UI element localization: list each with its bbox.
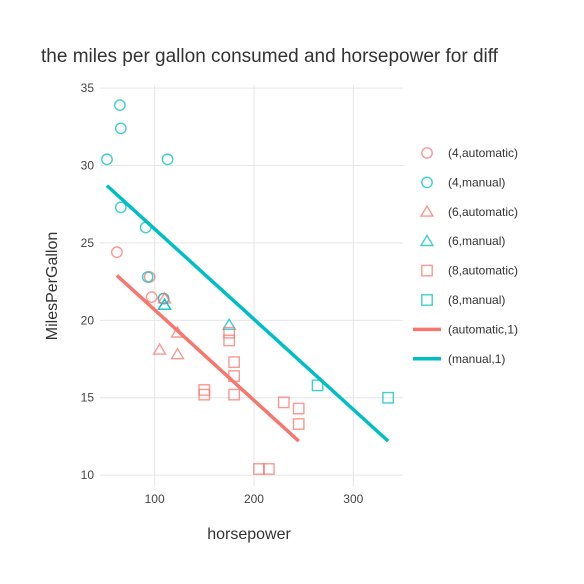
legend-circle-swatch (421, 147, 433, 159)
legend-label: (automatic,1) (448, 322, 518, 336)
square-point (277, 396, 290, 409)
legend-label: (8,automatic) (448, 264, 518, 278)
circle-point (145, 291, 158, 304)
x-axis-label: horsepower (207, 526, 291, 543)
square-point (292, 418, 305, 430)
regression-line-automatic-1 (115, 274, 300, 443)
y-tick-label: 35 (81, 81, 95, 95)
y-tick-label: 30 (81, 159, 95, 173)
circle-point (141, 271, 154, 283)
legend-item-8-manual[interactable]: (8,manual) (421, 293, 506, 307)
square-point (228, 356, 241, 369)
square-point (228, 370, 241, 382)
square-point (311, 379, 324, 392)
regression-line-manual-1 (105, 184, 390, 443)
square-point (382, 391, 394, 404)
y-tick-label: 10 (81, 468, 95, 482)
y-tick-label: 25 (81, 236, 95, 250)
circle-point (114, 201, 127, 214)
legend-label: (manual,1) (448, 352, 505, 366)
legend-label: (4,manual) (448, 175, 505, 189)
circle-point (161, 153, 174, 166)
square-point (198, 388, 211, 401)
x-tick-label: 200 (244, 492, 264, 506)
legend-item-automatic-1[interactable]: (automatic,1) (413, 322, 518, 336)
circle-point (113, 99, 126, 112)
legend-item-6-automatic[interactable]: (6,automatic) (419, 204, 518, 219)
legend-square-swatch (421, 264, 433, 277)
regression-lines (105, 184, 390, 443)
legend-item-manual-1[interactable]: (manual,1) (413, 352, 505, 366)
legend-label: (6,manual) (448, 234, 505, 248)
triangle-point (221, 317, 237, 330)
legend-square-swatch (421, 294, 433, 306)
x-tick-label: 300 (343, 492, 363, 506)
triangle-point (157, 297, 172, 310)
square-point (262, 463, 275, 475)
y-tick-label: 15 (81, 391, 95, 405)
square-point (292, 402, 305, 415)
square-point (228, 388, 241, 401)
triangle-point (170, 347, 185, 360)
grid (100, 85, 403, 486)
legend-item-4-manual[interactable]: (4,manual) (421, 175, 506, 189)
legend-circle-swatch (421, 176, 433, 189)
axis-ticks: 100 200 300 10 15 20 25 30 35 (81, 81, 364, 506)
square-point (253, 463, 265, 475)
legend-label: (8,manual) (448, 293, 505, 307)
square-point (223, 334, 236, 347)
circle-point (101, 153, 113, 166)
legend-item-4-automatic[interactable]: (4,automatic) (421, 146, 518, 160)
circle-point (110, 246, 123, 259)
triangle-point (152, 342, 167, 355)
circle-point (114, 122, 127, 135)
triangle-point (157, 291, 172, 304)
legend-triangle-swatch (419, 204, 435, 217)
square-point (223, 326, 236, 339)
legend: (4,automatic) (4,manual) (6,automatic) (6,m… (413, 146, 518, 366)
legend-item-8-automatic[interactable]: (8,automatic) (421, 264, 518, 278)
legend-label: (6,automatic) (448, 205, 518, 219)
legend-triangle-swatch (419, 234, 435, 247)
x-tick-label: 100 (145, 492, 165, 506)
data-points (101, 99, 394, 475)
y-axis-label: MilesPerGallon (44, 232, 61, 340)
legend-label: (4,automatic) (448, 146, 518, 160)
triangle-point (170, 325, 185, 338)
circle-point (139, 221, 152, 234)
y-tick-label: 20 (81, 313, 95, 327)
legend-item-6-manual[interactable]: (6,manual) (419, 234, 505, 248)
chart-title: the miles per gallon consumed and horsep… (41, 46, 499, 67)
